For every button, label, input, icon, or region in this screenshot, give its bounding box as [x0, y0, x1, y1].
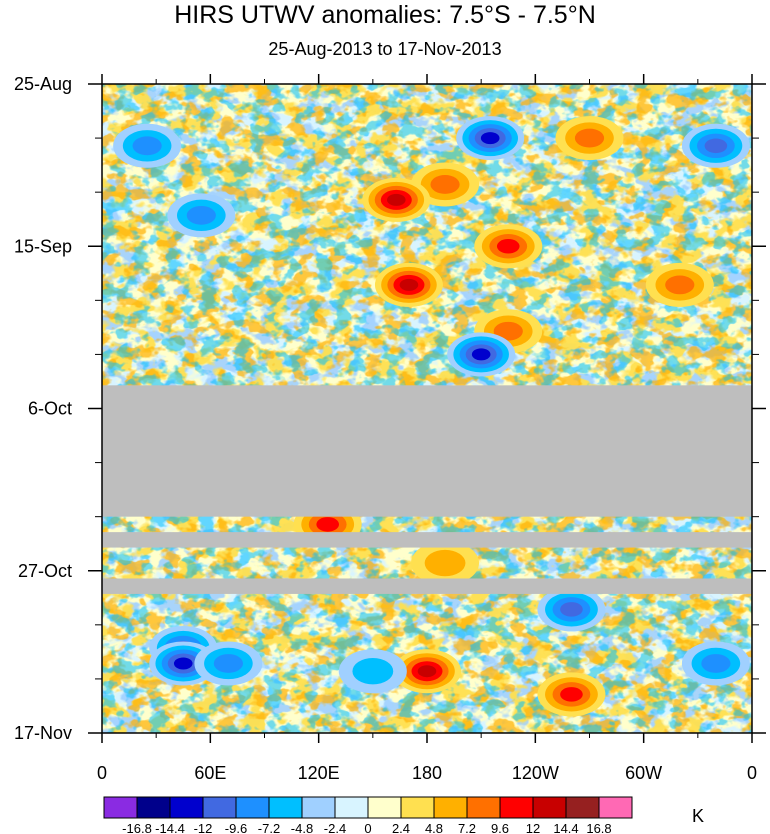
anomaly-contour	[496, 238, 520, 254]
anomaly-contour	[132, 136, 162, 156]
y-tick-label: 6-Oct	[28, 399, 72, 419]
anomaly-contour	[399, 278, 419, 291]
anomaly-contour	[560, 687, 583, 702]
x-tick-label: 120E	[298, 763, 340, 783]
colorbar-swatch	[169, 796, 204, 819]
colorbar-label: 2.4	[392, 821, 410, 834]
colorbar-swatch	[499, 796, 534, 819]
anomaly-contour	[173, 657, 193, 670]
colorbar: -16.8 -14.4 -12 -9.6 -7.2 -4.8 -2.4 0 2.4 4.8 7.2 9…	[103, 796, 633, 834]
anomaly-contour	[213, 654, 243, 673]
colorbar-swatch	[202, 796, 237, 819]
colorbar-swatch	[367, 796, 402, 819]
anomaly-contour	[387, 193, 406, 206]
colorbar-swatch	[466, 796, 501, 819]
missing-band	[102, 578, 752, 594]
colorbar-swatch	[400, 796, 435, 819]
colorbar-label: 0	[364, 821, 371, 834]
colorbar-label: 4.8	[425, 821, 443, 834]
colorbar-label: -9.6	[225, 821, 247, 834]
anomaly-contour	[430, 175, 460, 194]
x-tick-label: 60E	[194, 763, 226, 783]
colorbar-label: 12	[526, 821, 540, 834]
anomaly-contour	[186, 205, 216, 225]
colorbar-swatch	[136, 796, 171, 819]
anomaly-contour	[560, 602, 583, 617]
y-tick-label: 15-Sep	[14, 236, 72, 256]
colorbar-label: 14.4	[553, 821, 578, 834]
colorbar-label: 7.2	[458, 821, 476, 834]
anomaly-features	[113, 116, 750, 717]
x-tick-label: 60W	[625, 763, 662, 783]
colorbar-label: 9.6	[491, 821, 509, 834]
colorbar-unit: K	[692, 806, 704, 826]
x-tick-label: 0	[747, 763, 757, 783]
colorbar-label: -7.2	[258, 821, 280, 834]
y-axis: 25-Aug 15-Sep 6-Oct 27-Oct 17-Nov	[14, 74, 766, 743]
anomaly-contour	[665, 275, 695, 295]
missing-band	[102, 385, 752, 517]
anomaly-contour	[574, 128, 605, 148]
y-tick-label: 27-Oct	[18, 561, 72, 581]
chart-subtitle: 25-Aug-2013 to 17-Nov-2013	[268, 39, 502, 59]
anomaly-contour	[417, 665, 437, 678]
colorbar-label: -16.8	[122, 821, 152, 834]
anomaly-contour	[316, 517, 339, 532]
colorbar-label: -4.8	[291, 821, 313, 834]
anomaly-contour	[480, 132, 500, 145]
x-tick-label: 180	[412, 763, 442, 783]
anomaly-contour	[352, 657, 394, 685]
colorbar-label: -14.4	[155, 821, 185, 834]
colorbar-swatch	[565, 796, 600, 819]
x-axis: 0 60E 120E 180 120W 60W 0	[97, 74, 757, 783]
anomaly-contour	[704, 138, 728, 154]
colorbar-label: 16.8	[586, 821, 611, 834]
x-tick-label: 0	[97, 763, 107, 783]
y-tick-label: 25-Aug	[14, 74, 72, 94]
colorbar-swatch	[301, 796, 336, 819]
colorbar-label: -2.4	[324, 821, 346, 834]
missing-data-bands	[102, 385, 752, 594]
colorbar-swatch	[235, 796, 270, 819]
x-tick-label: 120W	[512, 763, 559, 783]
colorbar-swatch	[268, 796, 303, 819]
colorbar-swatch	[103, 796, 138, 819]
missing-band	[102, 532, 752, 548]
anomaly-contour	[701, 654, 731, 673]
colorbar-swatch	[334, 796, 369, 819]
anomaly-contour	[493, 321, 523, 341]
colorbar-swatch	[433, 796, 468, 819]
colorbar-swatch	[598, 796, 633, 819]
anomaly-contour	[471, 348, 491, 361]
chart-title: HIRS UTWV anomalies: 7.5°S - 7.5°N	[174, 1, 596, 29]
anomaly-contour	[424, 549, 466, 577]
colorbar-swatch	[532, 796, 567, 819]
y-tick-label: 17-Nov	[14, 723, 72, 743]
colorbar-label: -12	[194, 821, 213, 834]
